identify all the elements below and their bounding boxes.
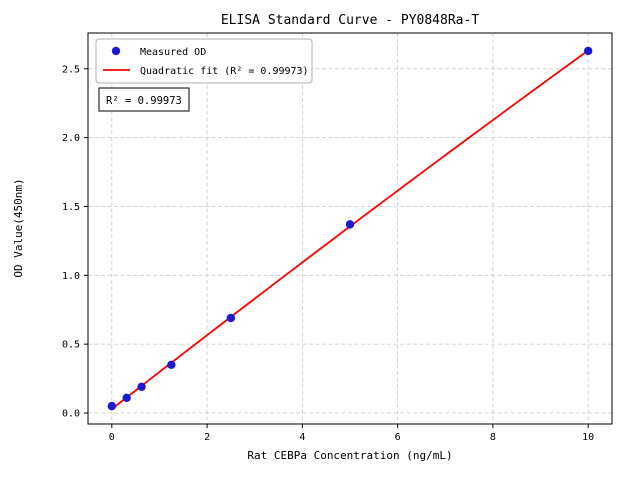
x-axis-label: Rat CEBPa Concentration (ng/mL) bbox=[247, 449, 452, 462]
y-axis-label: OD Value(450nm) bbox=[12, 178, 25, 277]
measured-od-point bbox=[107, 401, 117, 411]
svg-text:4: 4 bbox=[299, 432, 305, 443]
svg-text:0.0: 0.0 bbox=[62, 408, 80, 419]
legend-label-measured-od: Measured OD bbox=[140, 47, 206, 58]
axis-ticks: 0 2 4 6 8 10 0.0 0.5 1.0 1.5 2.0 2.5 bbox=[62, 64, 594, 443]
measured-od-point bbox=[122, 393, 131, 403]
legend: Measured OD Quadratic fit (R² = 0.99973) bbox=[95, 38, 313, 84]
svg-text:1.5: 1.5 bbox=[62, 202, 80, 213]
measured-od-point bbox=[345, 220, 355, 229]
svg-text:6: 6 bbox=[395, 432, 401, 443]
svg-text:2.5: 2.5 bbox=[62, 64, 80, 75]
measured-od-point bbox=[226, 313, 236, 323]
svg-text:2: 2 bbox=[204, 432, 210, 443]
svg-text:10: 10 bbox=[582, 432, 594, 443]
legend-marker-measured-od bbox=[111, 46, 121, 56]
measured-od-point bbox=[137, 382, 146, 392]
svg-text:8: 8 bbox=[490, 432, 496, 443]
r-squared-annotation-box bbox=[98, 87, 190, 112]
measured-od-point bbox=[583, 46, 593, 56]
svg-text:1.0: 1.0 bbox=[62, 271, 80, 282]
r-squared-annotation: R² = 0.99973 bbox=[98, 87, 190, 112]
legend-box bbox=[95, 38, 313, 84]
chart-title: ELISA Standard Curve - PY0848Ra-T bbox=[221, 13, 479, 28]
legend-label-quadratic-fit: Quadratic fit (R² = 0.99973) bbox=[140, 66, 309, 77]
measured-od-point bbox=[167, 360, 176, 369]
r-squared-annotation-text: R² = 0.99973 bbox=[106, 95, 182, 107]
svg-text:0: 0 bbox=[109, 432, 115, 443]
svg-text:0.5: 0.5 bbox=[62, 340, 80, 351]
data-series bbox=[107, 46, 593, 411]
plot-frame bbox=[87, 32, 613, 425]
svg-text:2.0: 2.0 bbox=[62, 133, 80, 144]
